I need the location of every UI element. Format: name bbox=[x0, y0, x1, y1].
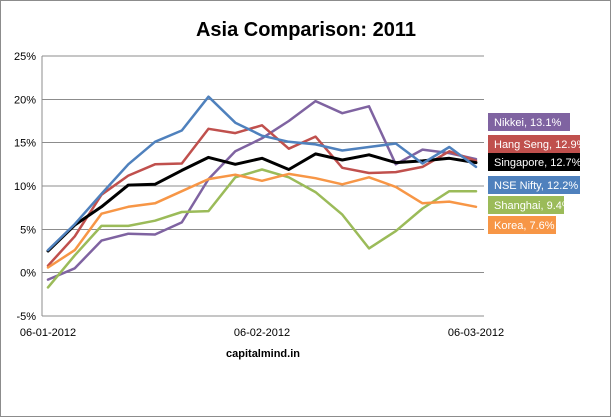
chart-title: Asia Comparison: 2011 bbox=[196, 19, 416, 41]
legend-swatch bbox=[488, 113, 570, 131]
y-tick-label: -5% bbox=[16, 311, 36, 323]
legend: Nikkei, 13.1% Hang Seng, 12.9% Singapore, … bbox=[488, 113, 587, 234]
y-tick-label: 0% bbox=[20, 268, 36, 280]
legend-swatch bbox=[488, 153, 580, 171]
legend-item: Korea, 7.6% bbox=[488, 216, 556, 234]
legend-item: Nikkei, 13.1% bbox=[488, 113, 570, 131]
gridlines bbox=[41, 55, 484, 317]
legend-item: Shanghai, 9.4% bbox=[488, 196, 572, 214]
x-axis-label: capitalmind.in bbox=[226, 348, 300, 360]
y-axis-ticks: 25% 20% 15% 10% 5% 0% -5% bbox=[14, 51, 36, 323]
x-tick-label: 06-01-2012 bbox=[20, 327, 76, 339]
x-tick-label: 06-03-2012 bbox=[448, 327, 504, 339]
series-line-hang-seng bbox=[46, 124, 478, 267]
series-line-korea bbox=[46, 172, 478, 269]
legend-label: Singapore, 12.7% bbox=[494, 157, 582, 169]
legend-label: Shanghai, 9.4% bbox=[494, 200, 572, 212]
series-line-shanghai bbox=[46, 168, 478, 289]
legend-swatch bbox=[488, 135, 580, 153]
y-tick-label: 5% bbox=[20, 224, 36, 236]
legend-item: Singapore, 12.7% bbox=[488, 153, 582, 171]
legend-item: NSE Nifty, 12.2% bbox=[488, 176, 580, 194]
y-tick-label: 20% bbox=[14, 94, 36, 106]
legend-swatch bbox=[488, 176, 580, 194]
x-tick-label: 06-02-2012 bbox=[234, 327, 290, 339]
legend-swatch bbox=[488, 196, 564, 214]
legend-label: Hang Seng, 12.9% bbox=[494, 139, 587, 151]
series-line-nikkei bbox=[46, 99, 478, 281]
legend-item: Hang Seng, 12.9% bbox=[488, 135, 587, 153]
y-tick-label: 15% bbox=[14, 138, 36, 150]
legend-label: Nikkei, 13.1% bbox=[494, 117, 561, 129]
y-tick-label: 25% bbox=[14, 51, 36, 63]
legend-label: NSE Nifty, 12.2% bbox=[494, 180, 578, 192]
y-tick-label: 10% bbox=[14, 181, 36, 193]
series-line-singapore bbox=[46, 152, 478, 253]
series-lines bbox=[46, 95, 478, 289]
legend-swatch bbox=[488, 216, 556, 234]
series-line-nse-nifty bbox=[46, 95, 478, 252]
legend-label: Korea, 7.6% bbox=[494, 220, 555, 232]
